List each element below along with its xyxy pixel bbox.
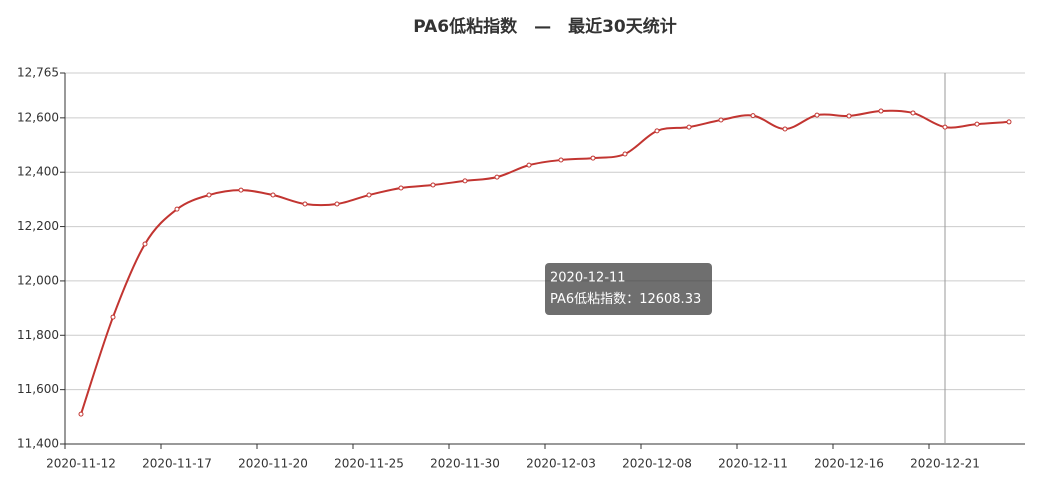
- point: [270, 192, 276, 198]
- tooltip-line: PA6低粘指数：12608.33: [550, 292, 701, 307]
- point: [366, 192, 372, 198]
- tooltip-part: PA6低粘指数: [550, 292, 626, 307]
- point: [238, 187, 244, 193]
- point: [718, 117, 724, 123]
- x-tick-label: 2020-12-08: [622, 457, 692, 471]
- y-tick-label: 12,400: [17, 165, 59, 179]
- chart-title: PA6低粘指数 — 最近30天统计: [413, 16, 677, 37]
- point: [110, 314, 116, 320]
- point: [462, 178, 468, 184]
- point: [686, 124, 692, 130]
- point: [878, 108, 884, 114]
- x-tick-label: 2020-11-25: [334, 457, 404, 471]
- point: [846, 113, 852, 119]
- y-tick-label: 11,400: [17, 437, 59, 451]
- point: [302, 201, 308, 207]
- x-tick-label: 2020-11-17: [142, 457, 212, 471]
- y-tick-label: 12,200: [17, 219, 59, 233]
- point: [590, 155, 596, 161]
- y-tick-label: 11,800: [17, 328, 59, 342]
- y-tick-label: 12,765: [17, 66, 59, 80]
- x-tick-label: 2020-12-16: [814, 457, 884, 471]
- x-tick-label: 2020-11-30: [430, 457, 500, 471]
- point: [142, 241, 148, 247]
- point: [526, 162, 532, 168]
- point: [814, 112, 820, 118]
- x-tick-label: 2020-12-03: [526, 457, 596, 471]
- x-tick-label: 2020-11-20: [238, 457, 308, 471]
- point: [494, 174, 500, 180]
- y-tick-label: 12,600: [17, 110, 59, 124]
- point: [78, 411, 84, 417]
- point: [1006, 119, 1012, 125]
- tooltip: 2020-12-11 PA6低粘指数：12608.33: [545, 263, 712, 315]
- y-tick-label: 12,000: [17, 273, 59, 287]
- tooltip-part: 12608.33: [639, 292, 701, 307]
- point: [622, 151, 628, 157]
- point: [398, 185, 404, 191]
- x-tick-label: 2020-12-21: [910, 457, 980, 471]
- point: [334, 201, 340, 207]
- point: [174, 206, 180, 212]
- point: [558, 157, 564, 163]
- point: [910, 110, 916, 116]
- point: [750, 113, 756, 119]
- x-tick-label: 2020-12-11: [718, 457, 788, 471]
- line: [80, 109, 1010, 415]
- y-tick-label: 11,600: [17, 382, 59, 396]
- x-tick-label: 2020-11-12: [46, 457, 116, 471]
- point: [206, 192, 212, 198]
- tooltip-part: ：: [626, 292, 639, 307]
- tooltip-title: 2020-12-11: [550, 271, 626, 286]
- point: [974, 121, 980, 127]
- tooltip-box: [545, 263, 712, 315]
- point: [942, 124, 948, 130]
- point: [430, 182, 436, 188]
- point: [654, 128, 660, 134]
- point: [782, 126, 788, 132]
